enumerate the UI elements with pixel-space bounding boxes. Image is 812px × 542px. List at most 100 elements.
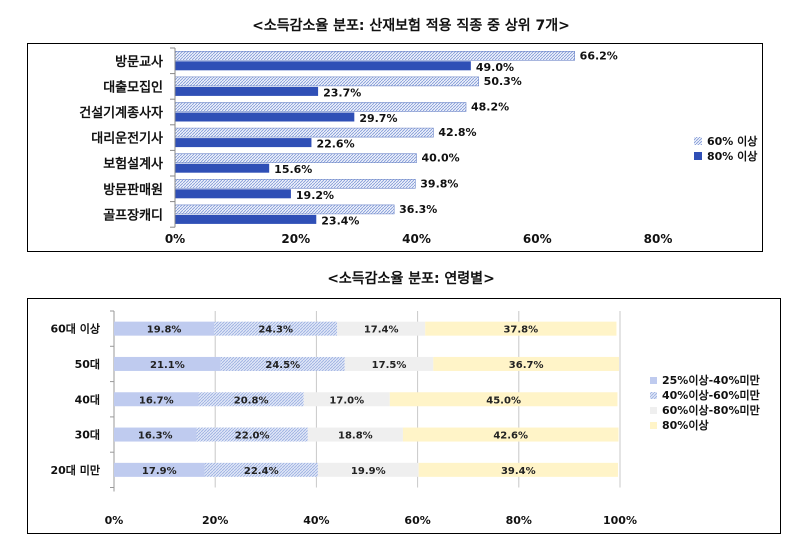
- bar-80-plus: [175, 112, 355, 122]
- bar-segment: [425, 321, 617, 336]
- data-label: 17.5%: [372, 360, 407, 371]
- bar-segment: [418, 462, 618, 477]
- bar-segment: [196, 427, 308, 442]
- category-label: 대출모집인: [103, 79, 163, 95]
- bar-segment: [303, 392, 390, 407]
- legend-swatch: [650, 407, 657, 414]
- category-label: 대리운전기사: [91, 131, 163, 147]
- x-tick-label: 40%: [402, 232, 431, 246]
- data-label: 17.0%: [329, 395, 364, 406]
- legend-label: 80%이상: [662, 418, 709, 432]
- chart1-title: <소득감소율 분포: 산재보험 적용 직종 중 상위 7개>: [252, 17, 570, 34]
- data-label: 45.0%: [486, 395, 521, 406]
- x-tick-label: 80%: [644, 232, 673, 246]
- bar-segment: [337, 321, 426, 336]
- x-tick-label: 80%: [506, 514, 532, 527]
- bar-60-plus: [174, 102, 467, 112]
- x-tick-label: 60%: [404, 514, 430, 527]
- data-label: 24.3%: [258, 325, 293, 336]
- bar-80-plus: [175, 214, 317, 224]
- bar-60-plus: [174, 204, 395, 215]
- data-label: 50.3%: [484, 75, 522, 88]
- legend-label: 40%이상-60%미만: [662, 388, 760, 402]
- data-label: 15.6%: [274, 163, 312, 176]
- bar-80-plus: [175, 86, 319, 96]
- bar-80-plus: [175, 189, 291, 199]
- data-label: 19.8%: [147, 325, 182, 336]
- legend-swatch: [650, 422, 657, 429]
- bar-60-plus: [174, 76, 479, 87]
- bar-80-plus: [175, 163, 270, 173]
- data-label: 22.0%: [235, 431, 270, 442]
- data-label: 18.8%: [338, 431, 373, 442]
- data-label: 66.2%: [580, 49, 618, 62]
- bar-60-plus: [174, 50, 575, 61]
- x-tick-label: 0%: [165, 232, 185, 246]
- legend-label: 60%이상-80%미만: [662, 403, 760, 417]
- category-label: 건설기계종사자: [79, 105, 163, 121]
- bar-segment: [214, 321, 338, 336]
- data-label: 23.7%: [323, 86, 361, 99]
- x-tick-label: 60%: [523, 232, 552, 246]
- chart2-title: <소득감소율 분포: 연령별>: [327, 270, 495, 287]
- data-label: 16.3%: [138, 431, 173, 442]
- data-label: 20.8%: [234, 395, 269, 406]
- bar-segment: [344, 356, 434, 371]
- data-label: 29.7%: [359, 112, 397, 125]
- category-label: 방문교사: [115, 54, 163, 70]
- x-tick-label: 40%: [303, 514, 329, 527]
- legend-label: 80% 이상: [707, 149, 757, 163]
- bar-segment: [114, 427, 197, 442]
- legend-swatch: [650, 392, 657, 399]
- data-label: 19.2%: [296, 189, 334, 202]
- bar-segment: [204, 462, 318, 477]
- bar-80-plus: [175, 61, 471, 71]
- data-label: 39.4%: [501, 466, 536, 477]
- data-label: 36.3%: [399, 203, 437, 216]
- data-label: 40.0%: [422, 152, 460, 165]
- bar-60-plus: [174, 179, 416, 189]
- data-label: 36.7%: [509, 360, 544, 371]
- category-label: 50대: [75, 357, 100, 371]
- data-label: 37.8%: [503, 325, 538, 336]
- data-label: 17.4%: [364, 325, 399, 336]
- bar-segment: [114, 392, 199, 407]
- data-label: 17.9%: [142, 466, 177, 477]
- category-label: 방문판매원: [103, 182, 163, 198]
- legend-label: 25%이상-40%미만: [662, 373, 760, 387]
- x-tick-label: 100%: [603, 514, 637, 527]
- x-tick-label: 20%: [202, 514, 228, 527]
- x-tick-label: 20%: [281, 232, 310, 246]
- data-label: 39.8%: [420, 177, 458, 190]
- chart2-frame: [27, 298, 781, 534]
- data-label: 22.4%: [244, 466, 279, 477]
- category-label: 30대: [75, 428, 100, 442]
- data-label: 42.8%: [438, 126, 476, 139]
- data-label: 23.4%: [321, 214, 359, 227]
- x-tick-label: 0%: [105, 514, 124, 527]
- legend-swatch-80: [694, 152, 702, 160]
- data-label: 24.5%: [265, 360, 300, 371]
- bar-60-plus: [174, 127, 434, 138]
- bar-segment: [402, 427, 619, 442]
- bar-segment: [317, 462, 419, 477]
- category-label: 60대 이상: [51, 322, 101, 336]
- bar-segment: [198, 392, 304, 407]
- category-label: 보험설계사: [103, 156, 163, 172]
- bar-segment: [114, 462, 205, 477]
- legend-swatch: [650, 377, 657, 384]
- category-label: 골프장캐디: [103, 207, 163, 223]
- data-label: 22.6%: [316, 138, 354, 151]
- data-label: 21.1%: [150, 360, 185, 371]
- data-label: 48.2%: [471, 101, 509, 114]
- data-label: 42.6%: [493, 431, 528, 442]
- data-label: 19.9%: [351, 466, 386, 477]
- chart1-frame: [27, 43, 763, 252]
- bar-segment: [307, 427, 403, 442]
- bar-segment: [114, 321, 215, 336]
- legend-label: 60% 이상: [707, 134, 757, 148]
- bar-80-plus: [175, 138, 312, 148]
- category-label: 20대 미만: [51, 463, 101, 477]
- bar-60-plus: [174, 153, 417, 163]
